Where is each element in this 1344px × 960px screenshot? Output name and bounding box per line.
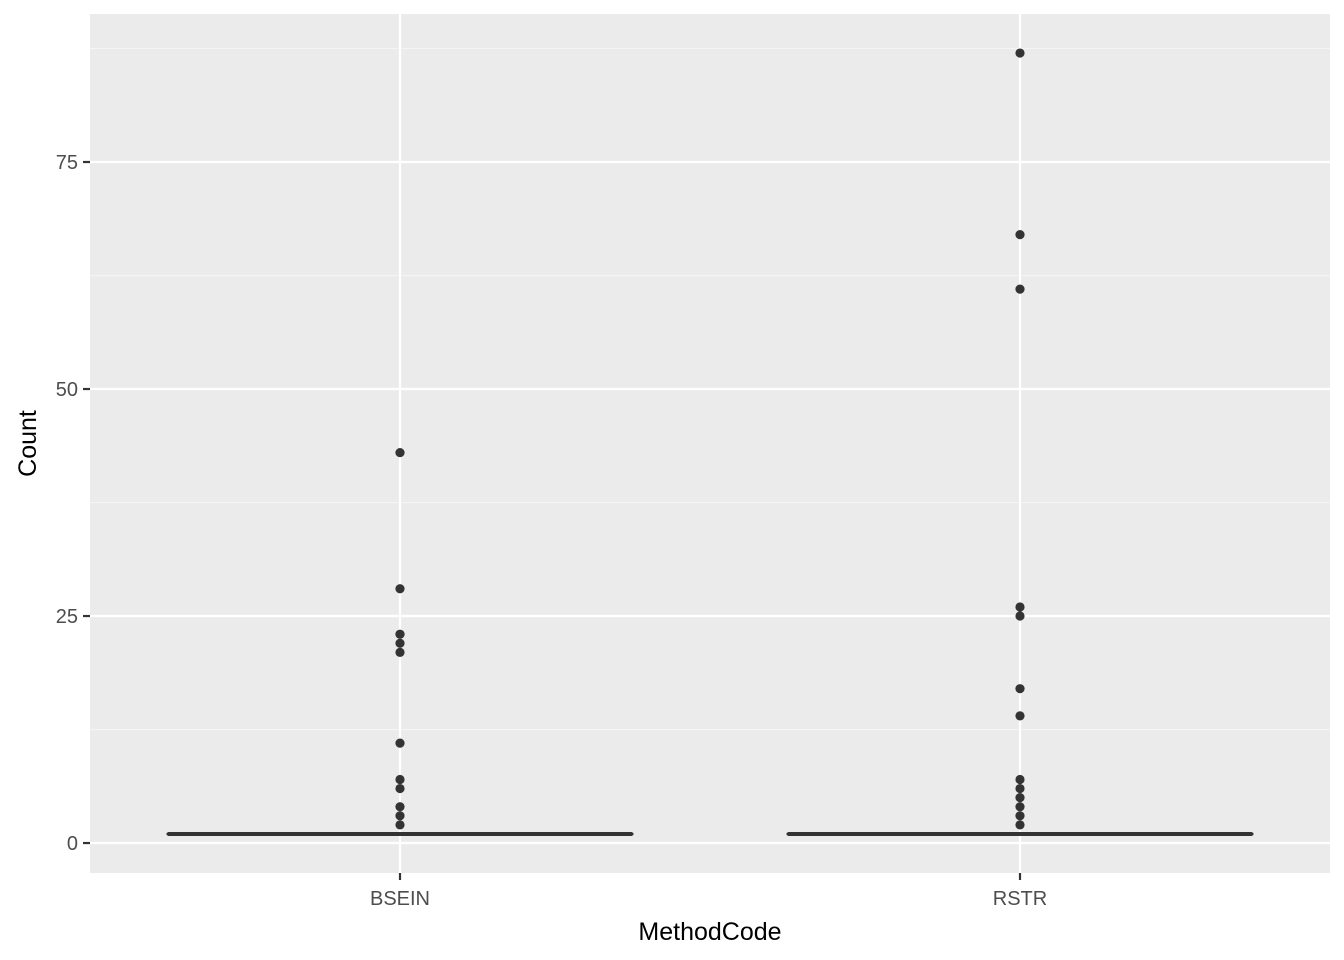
outlier-point (1015, 802, 1025, 812)
major-gridlines (90, 14, 1330, 873)
outlier-point (1015, 602, 1025, 612)
outlier-point (1015, 793, 1025, 803)
outlier-point (1015, 783, 1025, 794)
outlier-point (395, 584, 405, 594)
y-tick-label: 50 (56, 379, 78, 401)
outlier-point (395, 774, 405, 785)
outlier-point (1015, 684, 1025, 694)
x-axis: BSEIN RSTR (370, 873, 1047, 910)
outlier-point (395, 629, 405, 639)
outlier-point (395, 638, 405, 648)
outlier-point (395, 811, 405, 821)
outlier-point (1015, 230, 1025, 240)
plot-panel (90, 14, 1330, 873)
outlier-point (1015, 711, 1025, 721)
y-axis: 0 25 50 75 (56, 152, 90, 855)
y-tick-label: 25 (56, 606, 78, 628)
x-tick-label: RSTR (993, 888, 1047, 910)
y-tick-label: 0 (67, 833, 78, 855)
y-tick-label: 75 (56, 152, 78, 174)
box-rstr (786, 48, 1254, 836)
outlier-point (395, 820, 405, 830)
outlier-point (1015, 774, 1025, 785)
outlier-point (1015, 284, 1025, 294)
boxplot-series (166, 48, 1254, 836)
outlier-point (395, 447, 405, 458)
outlier-point (1015, 820, 1025, 830)
outlier-point (395, 738, 405, 748)
minor-gridlines (90, 47, 1330, 731)
outlier-point (1015, 611, 1025, 621)
outlier-point (1015, 811, 1025, 821)
y-axis-title: Count (14, 410, 42, 477)
x-tick-label: BSEIN (370, 888, 430, 910)
outlier-point (395, 783, 405, 794)
x-axis-title: MethodCode (638, 918, 781, 946)
box-bsein (166, 447, 634, 836)
outlier-point (395, 647, 405, 657)
outlier-point (395, 802, 405, 812)
outlier-point (1015, 48, 1025, 58)
